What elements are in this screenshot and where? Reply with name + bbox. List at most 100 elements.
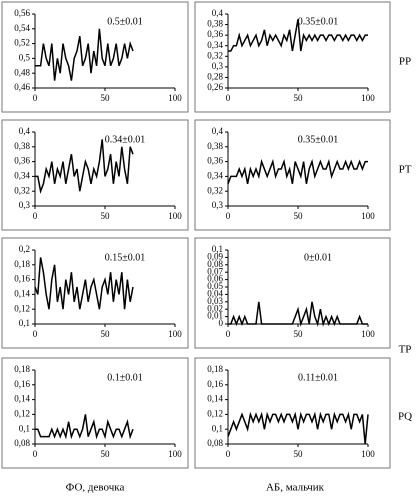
y-tick-label: 0,01 — [207, 311, 223, 321]
y-tick-label: 0,34 — [14, 170, 30, 180]
x-tick-label: 0 — [226, 93, 231, 103]
panel-frame — [194, 1, 391, 113]
x-tick-label: 50 — [294, 329, 304, 339]
y-tick-label: 0,06 — [207, 274, 223, 284]
x-tick-label: 50 — [294, 449, 304, 459]
y-tick-label: 0,4 — [212, 126, 224, 136]
panel-frame — [1, 237, 189, 349]
y-tick-label: 0,46 — [14, 82, 30, 92]
y-tick-label: 0,48 — [14, 67, 30, 77]
x-tick-label: 0 — [33, 211, 38, 221]
y-tick-label: 0,4 — [212, 8, 224, 18]
y-tick-label: 0,04 — [207, 288, 223, 298]
annotation: 0.1±0.01 — [107, 372, 143, 383]
annotation: 0±0.01 — [304, 252, 332, 263]
x-tick-label: 100 — [168, 211, 182, 221]
x-tick-label: 100 — [361, 449, 375, 459]
column-label: АБ, мальчик — [266, 482, 325, 494]
y-tick-label: 0,32 — [207, 50, 223, 60]
y-tick-label: 0,08 — [207, 438, 223, 448]
panel-frame — [194, 237, 391, 349]
panel-frame — [1, 357, 189, 469]
panel-frame — [194, 119, 391, 231]
y-tick-label: 0,34 — [207, 40, 223, 50]
data-line — [35, 139, 134, 194]
data-line — [35, 414, 134, 440]
x-tick-label: 0 — [33, 329, 38, 339]
annotation: 0.34±0.01 — [105, 134, 146, 145]
data-line — [227, 411, 369, 445]
y-tick-label: 0,18 — [14, 364, 30, 374]
row-label: PT — [399, 164, 412, 176]
x-tick-label: 100 — [168, 93, 182, 103]
panel-frame — [194, 357, 391, 469]
x-tick-label: 0 — [33, 93, 38, 103]
row-label: PP — [399, 56, 411, 68]
x-tick-label: 100 — [168, 329, 182, 339]
x-tick-label: 50 — [101, 93, 111, 103]
y-tick-label: 0,08 — [207, 259, 223, 269]
x-tick-label: 0 — [226, 329, 231, 339]
y-tick-label: 0,32 — [207, 185, 223, 195]
y-tick-label: 0,5 — [19, 52, 31, 62]
panel-frame — [1, 1, 189, 113]
y-tick-label: 0,02 — [207, 303, 223, 313]
y-tick-label: 0,09 — [207, 251, 223, 261]
y-tick-label: 0,16 — [14, 379, 30, 389]
y-tick-label: 0,3 — [212, 200, 224, 210]
row-label: TP — [399, 344, 412, 356]
y-tick-label: 0,08 — [14, 438, 30, 448]
annotation: 0.35±0.01 — [298, 134, 339, 145]
y-tick-label: 0,14 — [14, 394, 30, 404]
y-tick-label: 0,03 — [207, 296, 223, 306]
y-tick-label: 0,2 — [19, 244, 30, 254]
y-tick-label: 0,4 — [19, 126, 31, 136]
y-tick-label: 0,07 — [207, 266, 223, 276]
x-tick-label: 50 — [101, 329, 111, 339]
data-line — [228, 301, 368, 327]
y-tick-label: 0,18 — [14, 259, 30, 269]
row-label: PQ — [398, 411, 412, 423]
x-tick-label: 50 — [294, 93, 304, 103]
annotation: 0.15±0.01 — [105, 252, 146, 263]
x-tick-label: 50 — [294, 211, 304, 221]
y-tick-label: 0,26 — [207, 82, 223, 92]
y-tick-label: 0,12 — [14, 408, 30, 418]
y-tick-label: 0,32 — [14, 185, 30, 195]
y-tick-label: 0,36 — [14, 156, 30, 166]
y-tick-label: 0,1 — [19, 423, 30, 433]
y-tick-label: 0,14 — [207, 394, 223, 404]
data-line — [34, 257, 134, 310]
annotation: 0.5±0.01 — [107, 16, 143, 27]
y-tick-label: 0,3 — [19, 200, 31, 210]
y-tick-label: 0,36 — [207, 29, 223, 39]
y-tick-label: 0,1 — [19, 318, 30, 328]
x-tick-label: 0 — [226, 211, 231, 221]
y-tick-label: 0,12 — [207, 408, 223, 418]
data-line — [35, 28, 134, 81]
annotation: 0.11±0.01 — [298, 372, 338, 383]
y-tick-label: 0,05 — [207, 281, 223, 291]
panel-frame — [1, 119, 189, 231]
y-tick-label: 0 — [219, 318, 224, 328]
y-tick-label: 0,28 — [207, 71, 223, 81]
data-line — [228, 19, 368, 52]
y-tick-label: 0,14 — [14, 288, 30, 298]
column-label: ФО, девочка — [66, 482, 125, 494]
x-tick-label: 0 — [226, 449, 231, 459]
y-tick-label: 0,38 — [14, 141, 30, 151]
y-tick-label: 0,12 — [14, 303, 30, 313]
x-tick-label: 100 — [361, 329, 375, 339]
x-tick-label: 100 — [168, 449, 182, 459]
y-tick-label: 0,54 — [14, 23, 30, 33]
y-tick-label: 0,16 — [14, 274, 30, 284]
y-tick-label: 0,34 — [207, 170, 223, 180]
y-tick-label: 0,16 — [207, 379, 223, 389]
y-tick-label: 0,56 — [14, 8, 30, 18]
y-tick-label: 0,3 — [212, 61, 224, 71]
data-line — [227, 158, 368, 185]
y-tick-label: 0,52 — [14, 38, 30, 48]
x-tick-label: 100 — [361, 211, 375, 221]
x-tick-label: 0 — [33, 449, 38, 459]
